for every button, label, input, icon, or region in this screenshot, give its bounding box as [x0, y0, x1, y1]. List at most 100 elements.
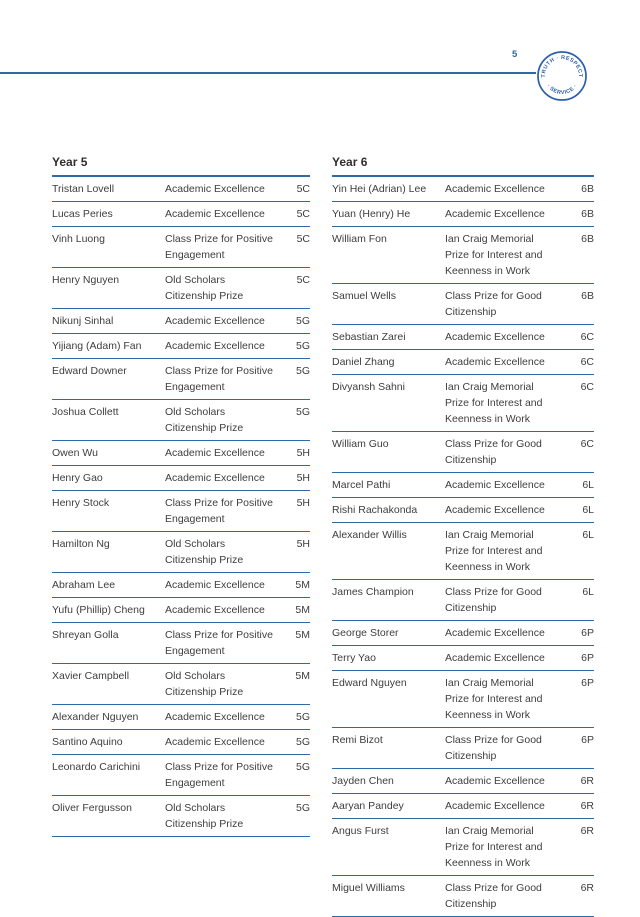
table-row: Alexander Nguyen Academic Excellence 5G — [52, 705, 310, 730]
table-row: Lucas Peries Academic Excellence 5C — [52, 202, 310, 227]
class-code: 6P — [581, 734, 594, 746]
student-name: Vinh Luong — [52, 233, 105, 245]
table-row: Alexander Willis Ian Craig Memorial Priz… — [332, 523, 594, 580]
class-code: 6L — [582, 479, 594, 491]
table-row: Divyansh Sahni Ian Craig Memorial Prize … — [332, 375, 594, 432]
year5-awards-table: Year 5 Tristan Lovell Academic Excellenc… — [52, 155, 310, 917]
class-code: 6P — [581, 627, 594, 639]
student-name: Yijiang (Adam) Fan — [52, 340, 142, 352]
table-row: Tristan Lovell Academic Excellence 5C — [52, 177, 310, 202]
class-code: 6C — [580, 381, 594, 393]
award-name: Academic Excellence — [165, 472, 265, 484]
student-name: Sebastian Zarei — [332, 331, 406, 343]
class-code: 6B — [581, 183, 594, 195]
student-name: Yufu (Phillip) Cheng — [52, 604, 145, 616]
award-name: Old Scholars Citizenship Prize — [165, 406, 244, 434]
award-name: Ian Craig Memorial Prize for Interest an… — [445, 677, 543, 721]
student-name: Miguel Williams — [332, 882, 405, 894]
table-row: Rishi Rachakonda Academic Excellence 6L — [332, 498, 594, 523]
table-row: Henry Stock Class Prize for Positive Eng… — [52, 491, 310, 532]
stamp-icon: TRUTH · RESPECT · SERVICE · — [537, 51, 587, 101]
class-code: 5H — [296, 472, 310, 484]
table-row: Yin Hei (Adrian) Lee Academic Excellence… — [332, 177, 594, 202]
student-name: Owen Wu — [52, 447, 98, 459]
stamp-text-top: TRUTH · RESPECT — [541, 55, 583, 78]
student-name: Jayden Chen — [332, 775, 394, 787]
student-name: George Storer — [332, 627, 399, 639]
student-name: Leonardo Carichini — [52, 761, 141, 773]
award-name: Academic Excellence — [445, 331, 545, 343]
table-row: Nikunj Sinhal Academic Excellence 5G — [52, 309, 310, 334]
table-row: Terry Yao Academic Excellence 6P — [332, 646, 594, 671]
student-name: Henry Nguyen — [52, 274, 120, 286]
table-row: Yijiang (Adam) Fan Academic Excellence 5… — [52, 334, 310, 359]
class-code: 5C — [296, 208, 310, 220]
student-name: Yin Hei (Adrian) Lee — [332, 183, 427, 195]
student-name: Santino Aquino — [52, 736, 123, 748]
awards-page-content: Year 5 Tristan Lovell Academic Excellenc… — [52, 155, 594, 917]
table-row: William Fon Ian Craig Memorial Prize for… — [332, 227, 594, 284]
year5-rows: Tristan Lovell Academic Excellence 5C Lu… — [52, 177, 310, 837]
school-crest-stamp: TRUTH · RESPECT · SERVICE · — [536, 50, 588, 102]
student-name: Yuan (Henry) He — [332, 208, 411, 220]
table-row: Owen Wu Academic Excellence 5H — [52, 441, 310, 466]
table-row: Vinh Luong Class Prize for Positive Enga… — [52, 227, 310, 268]
award-name: Academic Excellence — [165, 208, 265, 220]
award-name: Academic Excellence — [445, 479, 545, 491]
class-code: 5C — [296, 233, 310, 245]
class-code: 5G — [295, 711, 310, 723]
student-name: Xavier Campbell — [52, 670, 130, 682]
table-row: Yuan (Henry) He Academic Excellence 6B — [332, 202, 594, 227]
table-row: William Guo Class Prize for Good Citizen… — [332, 432, 594, 473]
student-name: Marcel Pathi — [332, 479, 391, 491]
student-name: William Guo — [332, 438, 389, 450]
class-code: 5G — [295, 802, 310, 814]
class-code: 6C — [580, 331, 594, 343]
table-row: Yufu (Phillip) Cheng Academic Excellence… — [52, 598, 310, 623]
stamp-text-bottom: · SERVICE · — [545, 83, 578, 96]
student-name: Tristan Lovell — [52, 183, 115, 195]
table-row: Edward Downer Class Prize for Positive E… — [52, 359, 310, 400]
table-row: Hamilton Ng Old Scholars Citizenship Pri… — [52, 532, 310, 573]
student-name: Edward Downer — [52, 365, 127, 377]
award-name: Academic Excellence — [165, 315, 265, 327]
class-code: 5G — [295, 365, 310, 377]
table-row: Edward Nguyen Ian Craig Memorial Prize f… — [332, 671, 594, 728]
table-row: Abraham Lee Academic Excellence 5M — [52, 573, 310, 598]
class-code: 5H — [296, 497, 310, 509]
class-code: 5C — [296, 183, 310, 195]
award-name: Academic Excellence — [445, 504, 545, 516]
award-name: Academic Excellence — [445, 652, 545, 664]
award-name: Old Scholars Citizenship Prize — [165, 802, 244, 830]
award-name: Class Prize for Good Citizenship — [445, 882, 542, 910]
award-name: Academic Excellence — [445, 208, 545, 220]
award-name: Academic Excellence — [165, 711, 265, 723]
svg-text:· SERVICE ·: · SERVICE · — [545, 83, 579, 96]
award-name: Class Prize for Good Citizenship — [445, 438, 542, 466]
class-code: 5G — [295, 406, 310, 418]
class-code: 5H — [296, 538, 310, 550]
class-code: 6R — [580, 800, 594, 812]
award-name: Ian Craig Memorial Prize for Interest an… — [445, 825, 543, 869]
class-code: 5G — [295, 736, 310, 748]
student-name: James Champion — [332, 586, 414, 598]
year6-awards-table: Year 6 Yin Hei (Adrian) Lee Academic Exc… — [332, 155, 594, 917]
award-name: Academic Excellence — [165, 340, 265, 352]
class-code: 6B — [581, 208, 594, 220]
class-code: 6B — [581, 290, 594, 302]
student-name: Lucas Peries — [52, 208, 113, 220]
student-name: Oliver Fergusson — [52, 802, 132, 814]
class-code: 6L — [582, 504, 594, 516]
award-name: Class Prize for Good Citizenship — [445, 734, 542, 762]
class-code: 5C — [296, 274, 310, 286]
award-name: Class Prize for Positive Engagement — [165, 761, 273, 789]
table-row: Jayden Chen Academic Excellence 6R — [332, 769, 594, 794]
award-name: Class Prize for Positive Engagement — [165, 233, 273, 261]
student-name: Samuel Wells — [332, 290, 396, 302]
student-name: Joshua Collett — [52, 406, 119, 418]
table-row: Aaryan Pandey Academic Excellence 6R — [332, 794, 594, 819]
svg-text:TRUTH · RESPECT: TRUTH · RESPECT — [541, 55, 583, 78]
class-code: 6R — [580, 825, 594, 837]
table-row: Xavier Campbell Old Scholars Citizenship… — [52, 664, 310, 705]
table-row: Remi Bizot Class Prize for Good Citizens… — [332, 728, 594, 769]
